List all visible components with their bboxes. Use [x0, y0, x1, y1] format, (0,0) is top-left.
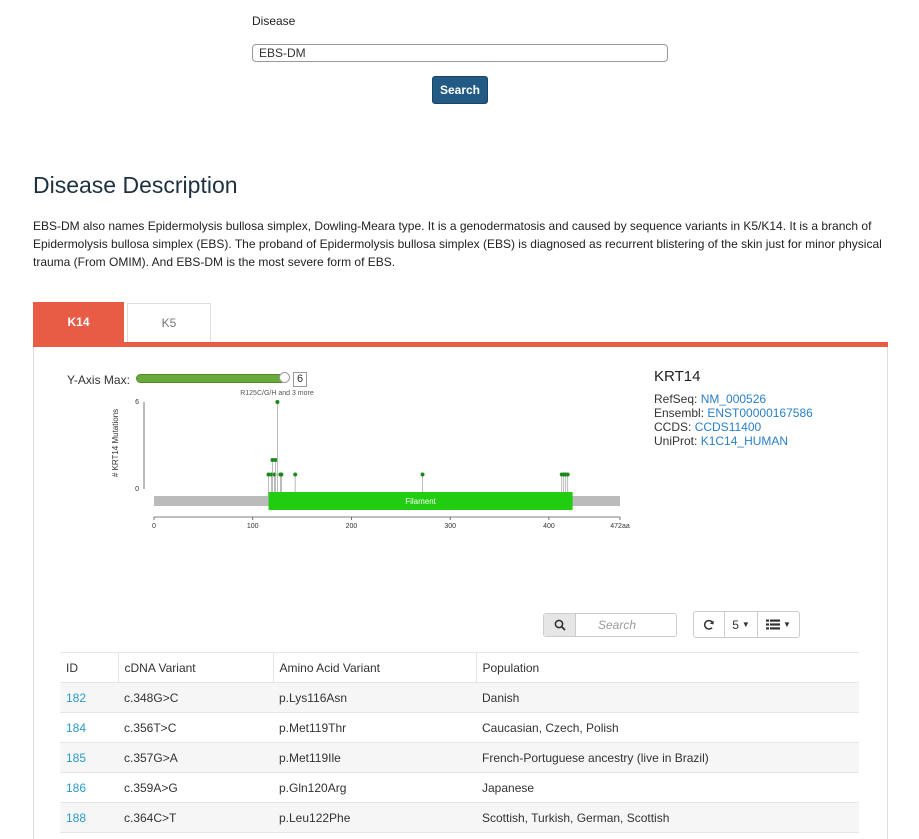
row-population: Danish — [476, 682, 859, 713]
list-icon — [766, 619, 781, 630]
table-search-button[interactable] — [544, 614, 576, 636]
row-cdna: c.357G>A — [118, 742, 273, 773]
uniprot-label: UniProt: — [654, 434, 698, 448]
table-search-input[interactable]: Search — [598, 618, 637, 632]
mutation-point[interactable] — [270, 458, 275, 462]
x-tick-label: 400 — [543, 523, 555, 530]
mutation-point[interactable] — [279, 472, 284, 477]
x-tick-label: 472aa — [610, 523, 630, 530]
table-header-row: ID cDNA Variant Amino Acid Variant Popul… — [60, 652, 859, 683]
ensembl-row: Ensembl: ENST00000167586 — [654, 406, 813, 420]
table-search: Search — [543, 613, 677, 637]
row-population: French-Portuguese ancestry (live in Braz… — [476, 742, 859, 773]
yaxis-max-label: Y-Axis Max: — [67, 373, 130, 387]
page-title: Disease Description — [33, 172, 238, 198]
gene-info: KRT14 RefSeq: NM_000526 Ensembl: ENST000… — [654, 368, 813, 448]
ensembl-link[interactable]: ENST00000167586 — [707, 406, 813, 420]
ccds-label: CCDS: — [654, 420, 692, 434]
refseq-row: RefSeq: NM_000526 — [654, 392, 813, 406]
x-tick-label: 300 — [444, 523, 456, 530]
ensembl-label: Ensembl: — [654, 406, 705, 420]
y-tick-max: 6 — [135, 399, 139, 406]
row-cdna: c.356T>C — [118, 712, 273, 743]
filament-domain-label: Filament — [405, 497, 436, 506]
mutation-pins — [266, 400, 570, 496]
yaxis-slider[interactable] — [136, 374, 286, 383]
row-cdna: c.348G>C — [118, 682, 273, 713]
mutation-point[interactable] — [275, 400, 280, 404]
filament-domain[interactable] — [268, 492, 573, 510]
ccds-link[interactable]: CCDS11400 — [694, 420, 762, 434]
row-population: Scottish, Turkish, German, Scottish — [476, 802, 859, 833]
row-id-link[interactable]: 188 — [60, 802, 118, 833]
mutation-point[interactable] — [272, 472, 277, 477]
variants-table: ID cDNA Variant Amino Acid Variant Popul… — [60, 652, 859, 833]
refseq-link[interactable]: NM_000526 — [700, 392, 767, 406]
x-tick-label: 200 — [346, 523, 358, 530]
row-id-link[interactable]: 185 — [60, 742, 118, 773]
caret-down-icon: ▼ — [783, 620, 791, 629]
row-amino-acid: p.Leu122Phe — [273, 802, 476, 833]
caret-down-icon: ▼ — [741, 620, 750, 629]
x-tick-label: 100 — [247, 523, 259, 530]
table-row: 184 c.356T>C p.Met119Thr Caucasian, Czec… — [60, 712, 859, 743]
table-row: 188 c.364C>T p.Leu122Phe Scottish, Turki… — [60, 802, 859, 833]
x-tick-label: 0 — [152, 523, 156, 530]
mutation-point[interactable] — [273, 458, 278, 462]
yaxis-slider-handle[interactable] — [279, 372, 290, 383]
columns-toggle-button[interactable]: ▼ — [758, 612, 799, 637]
tab-panel — [33, 347, 888, 839]
col-amino-acid[interactable]: Amino Acid Variant — [273, 652, 477, 683]
refresh-icon — [703, 619, 714, 630]
col-id[interactable]: ID — [60, 652, 119, 683]
ccds-row: CCDS: CCDS11400 — [654, 420, 813, 434]
gene-name: KRT14 — [654, 368, 701, 385]
yaxis-max-value: 6 — [293, 372, 307, 387]
mutation-point[interactable] — [293, 472, 298, 477]
disease-input[interactable] — [252, 44, 668, 62]
disease-description: EBS-DM also names Epidermolysis bullosa … — [33, 219, 882, 269]
disease-search-form: Disease — [252, 14, 672, 62]
row-amino-acid: p.Met119Thr — [273, 712, 476, 743]
table-row: 182 c.348G>C p.Lys116Asn Danish — [60, 682, 859, 713]
row-population: Caucasian, Czech, Polish — [476, 712, 859, 743]
row-amino-acid: p.Met119Ile — [273, 742, 476, 773]
y-axis-title: # KRT14 Mutations — [111, 409, 120, 477]
row-cdna: c.364C>T — [118, 802, 273, 833]
refresh-button[interactable] — [694, 612, 725, 637]
y-tick-zero: 0 — [135, 486, 139, 493]
mutation-point[interactable] — [420, 472, 425, 477]
col-cdna[interactable]: cDNA Variant — [118, 652, 274, 683]
row-population: Japanese — [476, 772, 859, 803]
tab-k14[interactable]: K14 — [33, 302, 124, 342]
search-icon — [554, 619, 566, 631]
page-size-dropdown[interactable]: 5 ▼ — [725, 612, 758, 637]
row-id-link[interactable]: 184 — [60, 712, 118, 743]
mutation-point[interactable] — [266, 472, 271, 477]
x-axis-ticks: 0 100 200 300 400 472aa — [152, 517, 630, 530]
lollipop-plot: # KRT14 Mutations 6 0 R125C/G/H and 3 mo… — [111, 390, 630, 530]
row-id-link[interactable]: 186 — [60, 772, 118, 803]
tab-underline — [33, 342, 888, 347]
refseq-label: RefSeq: — [654, 392, 698, 406]
row-amino-acid: p.Lys116Asn — [273, 682, 476, 713]
mutation-annotation: R125C/G/H and 3 more — [240, 390, 314, 397]
row-cdna: c.359A>G — [118, 772, 273, 803]
table-row: 185 c.357G>A p.Met119Ile French-Portugue… — [60, 742, 859, 773]
search-button[interactable]: Search — [432, 76, 488, 104]
table-row: 186 c.359A>G p.Gln120Arg Japanese — [60, 772, 859, 803]
table-tools: 5 ▼ ▼ — [693, 611, 800, 638]
uniprot-link[interactable]: K1C14_HUMAN — [700, 434, 789, 448]
disease-label: Disease — [252, 14, 296, 28]
mutation-point[interactable] — [565, 472, 570, 477]
tab-k5[interactable]: K5 — [127, 303, 211, 342]
page-size-value: 5 — [732, 617, 739, 632]
col-population[interactable]: Population — [476, 652, 859, 683]
row-amino-acid: p.Gln120Arg — [273, 772, 476, 803]
uniprot-row: UniProt: K1C14_HUMAN — [654, 434, 813, 448]
row-id-link[interactable]: 182 — [60, 682, 118, 713]
